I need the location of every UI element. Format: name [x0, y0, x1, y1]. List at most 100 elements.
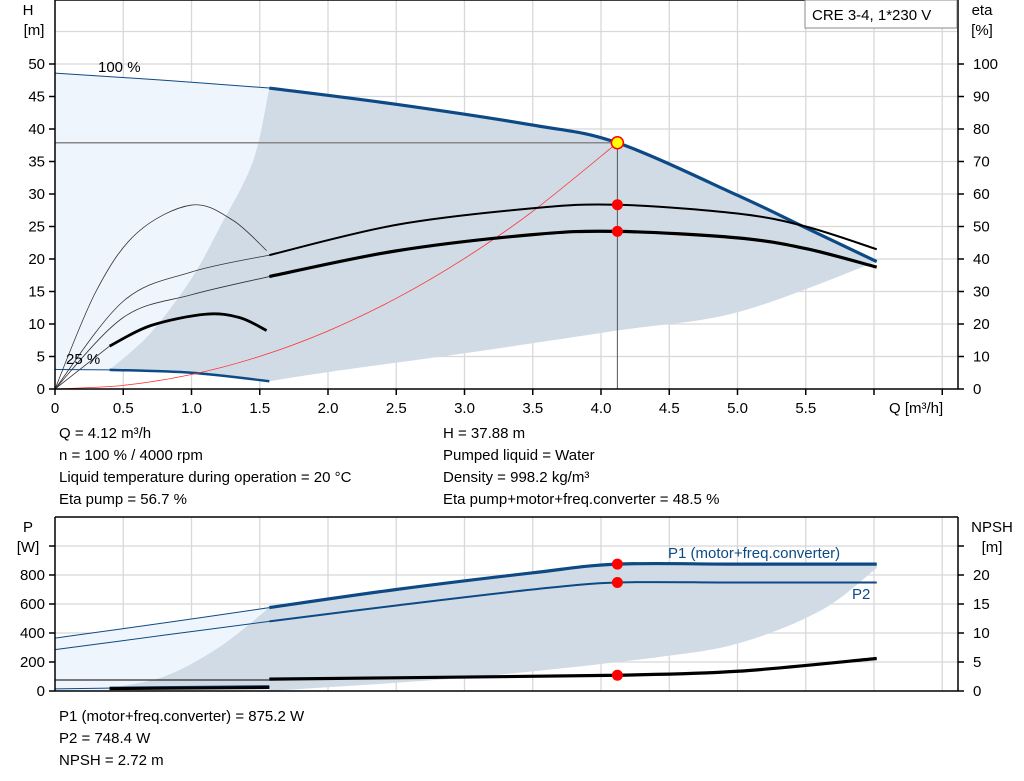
curve-H-100-thin	[54, 72, 270, 89]
p-tick-label: 0	[37, 683, 45, 700]
h-tick-label: 25	[28, 219, 45, 236]
speed-label-100: 100 %	[98, 59, 141, 76]
x-tick-label: 1.0	[181, 400, 202, 417]
info-q: Q = 4.12 m³/h	[59, 425, 151, 442]
p2-series-label: P2	[852, 586, 870, 603]
npsh-axis-unit: [m]	[982, 539, 1003, 556]
x-tick-label: 3.0	[454, 400, 475, 417]
x-tick-label: 3.5	[522, 400, 543, 417]
curve-P-25-thin	[54, 687, 110, 690]
curve-P1-thin	[54, 607, 270, 639]
operating-areas	[55, 73, 877, 691]
h-axis-unit: [m]	[24, 22, 45, 39]
curve-eta-total-25	[108, 312, 268, 348]
info-liquid: Pumped liquid = Water	[443, 447, 595, 464]
npsh-tick-label: 5	[973, 654, 981, 671]
info-temp: Liquid temperature during operation = 20…	[59, 469, 352, 486]
operating-points	[610, 136, 625, 681]
p1-point	[611, 558, 623, 570]
p-axis-label: P	[23, 519, 33, 536]
curve-eta-pump	[269, 203, 878, 257]
curve-eta-pump-25	[54, 204, 267, 390]
h-tick-label: 30	[28, 186, 45, 203]
curves	[54, 72, 878, 691]
curve-H-25	[109, 368, 270, 383]
eta-tick-label: 30	[973, 284, 990, 301]
curve-eta-pump-thin	[54, 254, 270, 390]
curve-eta-total-thin	[54, 276, 270, 390]
title-box-label: CRE 3-4, 1*230 V	[812, 7, 931, 24]
h-tick-label: 15	[28, 284, 45, 301]
eta-axis-unit: [%]	[971, 22, 993, 39]
npsh-tick-label: 15	[973, 596, 990, 613]
curve-P1	[269, 561, 877, 610]
x-tick-label: 5.0	[727, 400, 748, 417]
p-tick-label: 400	[20, 625, 45, 642]
eta-tick-label: 50	[973, 219, 990, 236]
eta-tick-label: 10	[973, 349, 990, 366]
x-tick-label: 0.5	[113, 400, 134, 417]
x-tick-label: 2.0	[318, 400, 339, 417]
eta-tick-label: 90	[973, 89, 990, 106]
info-eta-total: Eta pump+motor+freq.converter = 48.5 %	[443, 491, 719, 508]
h-tick-label: 35	[28, 154, 45, 171]
h-tick-label: 20	[28, 251, 45, 268]
h-tick-label: 45	[28, 89, 45, 106]
curve-eta-total-25-thin	[54, 345, 110, 390]
p-tick-label: 800	[20, 567, 45, 584]
npsh-tick-label: 10	[973, 625, 990, 642]
npsh-point	[611, 669, 623, 681]
eta-tick-label: 60	[973, 186, 990, 203]
eta-tick-label: 80	[973, 121, 990, 138]
x-tick-label: 4.5	[659, 400, 680, 417]
info-p1: P1 (motor+freq.converter) = 875.2 W	[59, 708, 305, 725]
curve-system-curve	[54, 142, 618, 390]
npsh-axis-label: NPSH	[971, 519, 1013, 536]
h-tick-label: 10	[28, 316, 45, 333]
info-h: H = 37.88 m	[443, 425, 525, 442]
x-tick-label: 2.5	[386, 400, 407, 417]
info-eta-pump: Eta pump = 56.7 %	[59, 491, 187, 508]
x-tick-label: 4.0	[591, 400, 612, 417]
h-tick-label: 0	[37, 381, 45, 398]
x-tick-label: 1.5	[249, 400, 270, 417]
info-p2: P2 = 748.4 W	[59, 730, 151, 747]
curve-eta-total	[268, 229, 878, 279]
p-tick-label: 200	[20, 654, 45, 671]
p1-series-label: P1 (motor+freq.converter)	[668, 545, 840, 562]
eta-tick-label: 20	[973, 316, 990, 333]
eta-total-point	[611, 225, 623, 237]
curve-NPSH-25	[109, 686, 270, 691]
operating-area-dark	[109, 563, 877, 691]
eta-pump-point	[611, 199, 623, 211]
q-axis-label: Q [m³/h]	[889, 400, 943, 417]
eta-tick-label: 100	[973, 56, 998, 73]
operating-area-dark	[109, 88, 877, 382]
p-tick-label: 600	[20, 596, 45, 613]
p2-point	[611, 576, 623, 588]
p-axis-unit: [W]	[17, 539, 40, 556]
eta-tick-label: 70	[973, 154, 990, 171]
title-box	[804, 0, 958, 29]
info-n: n = 100 % / 4000 rpm	[59, 447, 203, 464]
npsh-tick-label: 0	[973, 683, 981, 700]
duty-point	[610, 136, 625, 150]
speed-label-25: 25 %	[66, 351, 100, 368]
info-npsh: NPSH = 2.72 m	[59, 752, 164, 769]
npsh-tick-label: 20	[973, 567, 990, 584]
curve-P2	[269, 581, 877, 623]
info-density: Density = 998.2 kg/m³	[443, 469, 589, 486]
h-tick-label: 40	[28, 121, 45, 138]
eta-tick-label: 0	[973, 381, 981, 398]
x-tick-label: 5.5	[795, 400, 816, 417]
curve-P2-thin	[54, 620, 270, 651]
x-tick-label: 0	[51, 400, 59, 417]
h-axis-label: H	[23, 2, 34, 19]
eta-tick-label: 40	[973, 251, 990, 268]
h-tick-label: 50	[28, 56, 45, 73]
tick-labels: 0 0.5 1.0 1.5 2.0 2.5 3.0 3.5 4.0 4.5 5.0 5.5 0 5 10 15…	[20, 56, 998, 700]
h-tick-label: 5	[37, 349, 45, 366]
curve-NPSH	[269, 656, 877, 681]
eta-axis-label: eta	[972, 2, 994, 19]
